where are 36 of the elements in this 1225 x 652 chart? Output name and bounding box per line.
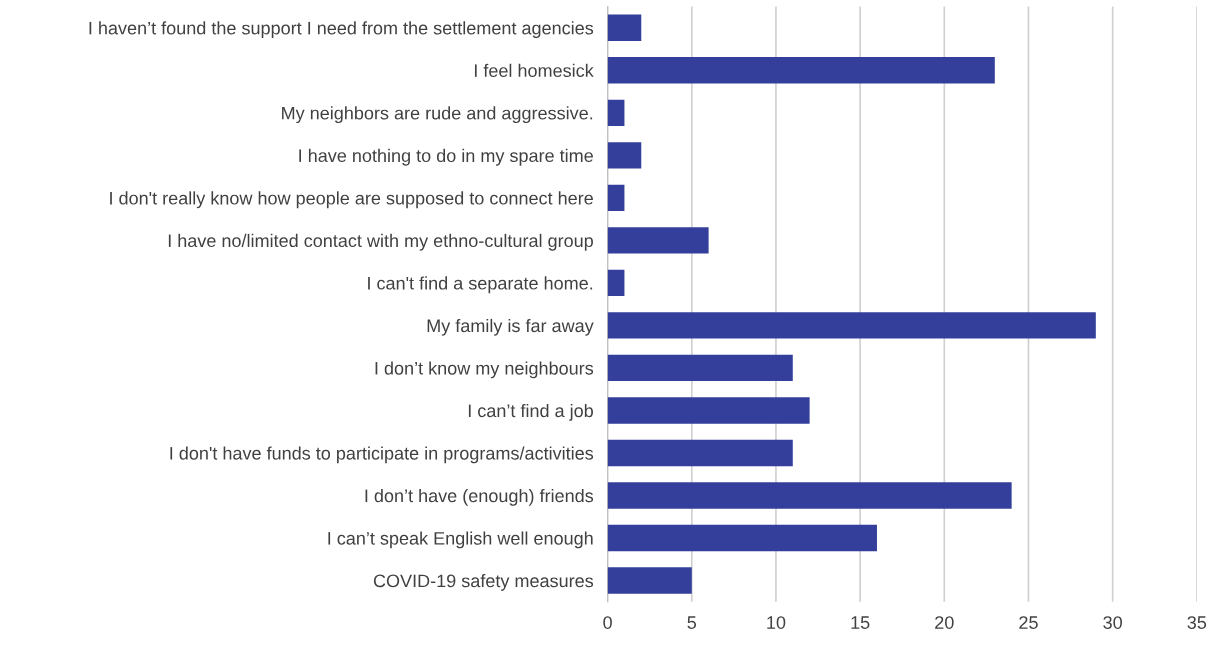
bar [607,567,692,594]
bar [607,312,1096,339]
bar [607,354,793,382]
y-tick-label: I can’t find a job [468,403,593,421]
y-tick-label: I can’t speak English well enough [328,531,593,549]
x-tick-label: 0 [603,616,612,629]
bar [607,439,793,467]
y-tick-label: I don’t have (enough) friends [365,488,594,506]
bar [607,397,810,424]
y-tick-label: I don’t know my neighbours [375,361,594,379]
y-tick-label: I have nothing to do in my spare time [299,148,593,166]
y-tick-label: My neighbors are rude and aggressive. [282,106,593,124]
x-tick-label: 10 [767,616,786,629]
y-tick-label: COVID-19 safety measures [373,574,594,591]
bar [607,99,625,126]
y-tick-label: My family is far away [427,318,594,336]
x-tick-label: 35 [1187,616,1207,629]
bar [607,142,642,169]
bar [607,57,995,84]
bar [607,524,877,552]
bar [607,184,625,212]
x-tick-label: 5 [687,616,697,629]
y-tick-label: I have no/limited contact with my ethno-cultural group [168,233,593,251]
bar [607,14,642,41]
y-tick-label: I feel homesick [474,63,594,78]
bar [607,482,1012,509]
y-tick-label: I can't find a separate home. [368,276,593,294]
y-tick-label: I don't have funds to participate in programs/activities [170,446,594,464]
x-tick-label: 15 [851,616,870,629]
bar [607,227,709,254]
x-tick-label: 25 [1019,616,1038,629]
x-tick-label: 30 [1103,616,1122,629]
x-tick-label: 20 [935,616,954,629]
y-tick-label: I don't really know how people are supposed to connect here [110,191,593,209]
bar [607,269,625,297]
y-tick-label: I haven’t found the support I need from the settlement agencies [89,21,594,39]
